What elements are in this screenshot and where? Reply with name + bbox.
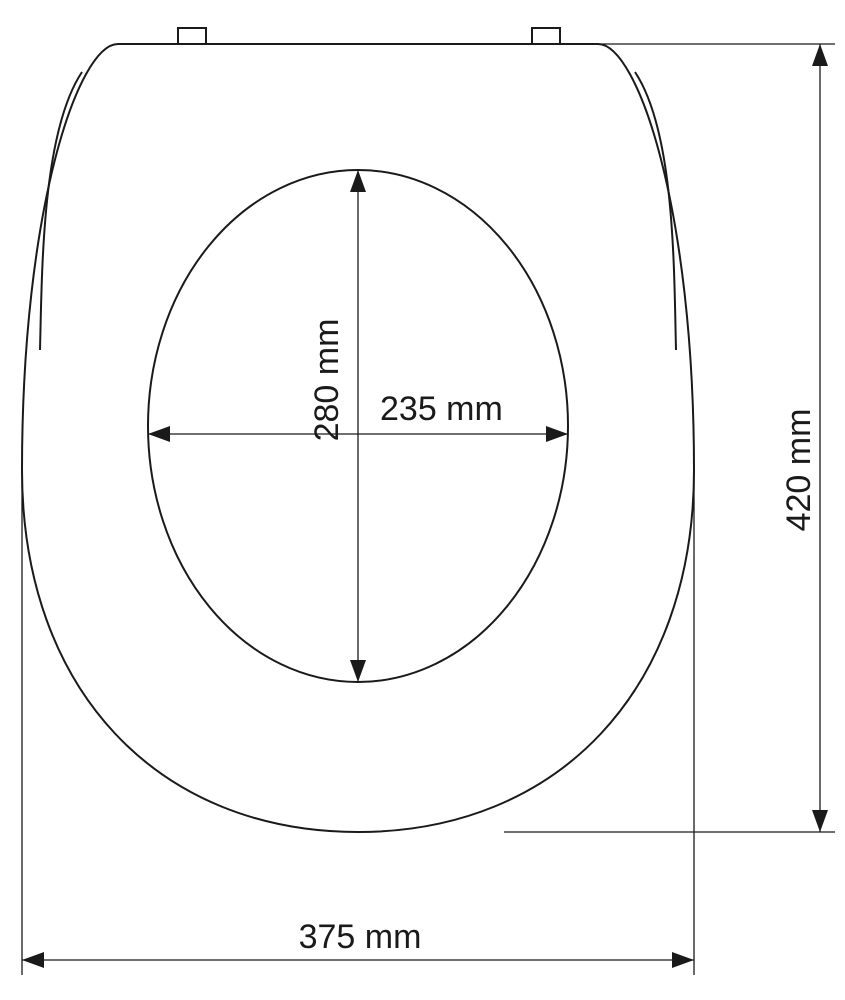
dim-inner-height: 280 mm xyxy=(308,170,366,682)
dim-outer-height-label: 420 mm xyxy=(780,409,818,532)
dim-inner-height-label: 280 mm xyxy=(308,319,346,442)
technical-drawing: 235 mm 280 mm 420 mm 375 mm xyxy=(0,0,845,1000)
hinge-right xyxy=(532,28,560,44)
dim-inner-width-label: 235 mm xyxy=(380,390,503,428)
dim-outer-width-label: 375 mm xyxy=(299,918,422,956)
hinge-left xyxy=(178,28,206,44)
